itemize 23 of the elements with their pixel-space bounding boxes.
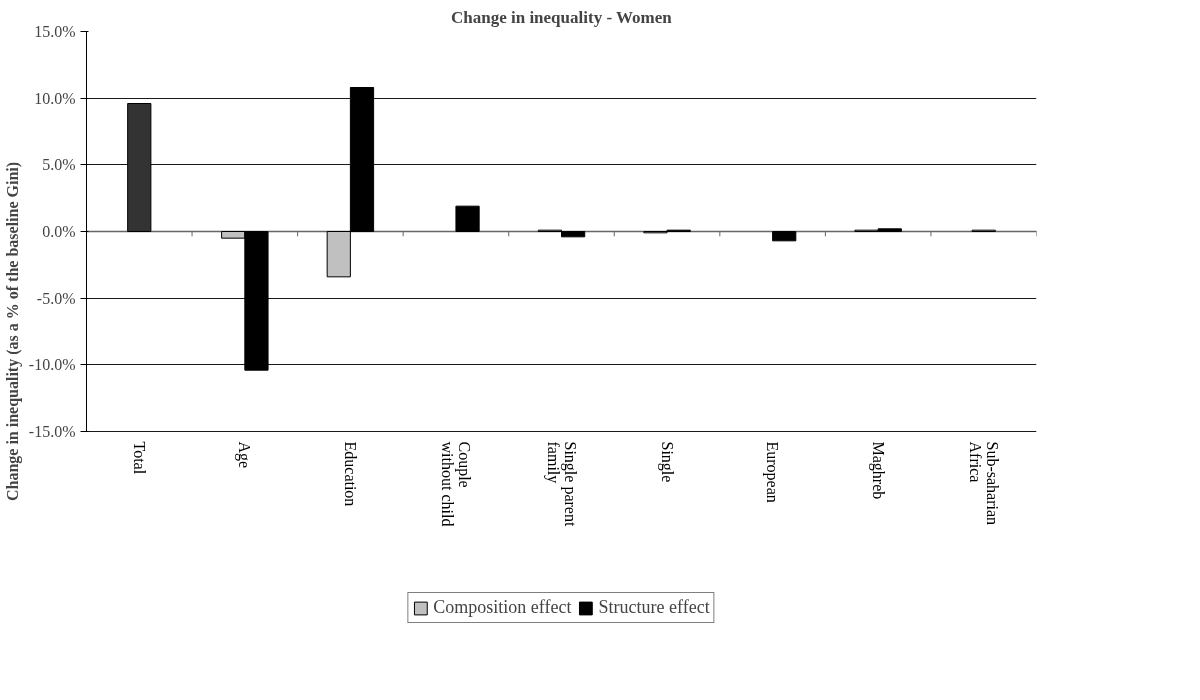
y-tick-label: -10.0%: [28, 356, 76, 374]
y-tick-label: 5.0%: [42, 156, 76, 174]
y-tick-label: 10.0%: [34, 89, 76, 107]
y-tick-label: -15.0%: [28, 423, 76, 440]
legend-label: Composition effect: [433, 597, 572, 618]
x-tick-label: Couple without child: [438, 441, 473, 527]
y-tick-label: 0.0%: [42, 223, 76, 240]
bar: [127, 103, 152, 232]
x-tick-label: European: [763, 441, 782, 503]
x-tick-label: Education: [341, 441, 359, 507]
x-tick-label: Single: [657, 441, 676, 483]
x-tick-label: Maghreb: [868, 441, 887, 500]
bar: [455, 205, 480, 232]
chart-title: Change in inequality - Women: [450, 7, 673, 27]
y-axis-title: Change in inequality (as a % of the baseline Gini): [3, 161, 22, 502]
x-tick-label: Total: [130, 441, 148, 475]
y-tick-label: 15.0%: [34, 23, 76, 40]
y-tick-label: -5.0%: [36, 289, 76, 307]
x-tick-label: Single parent family: [543, 441, 579, 527]
x-tick-label: Age: [235, 441, 254, 469]
bar: [772, 231, 797, 242]
legend-label: Structure effect: [598, 597, 710, 618]
x-tick-label: Sub-saharian Africa: [966, 441, 1001, 526]
